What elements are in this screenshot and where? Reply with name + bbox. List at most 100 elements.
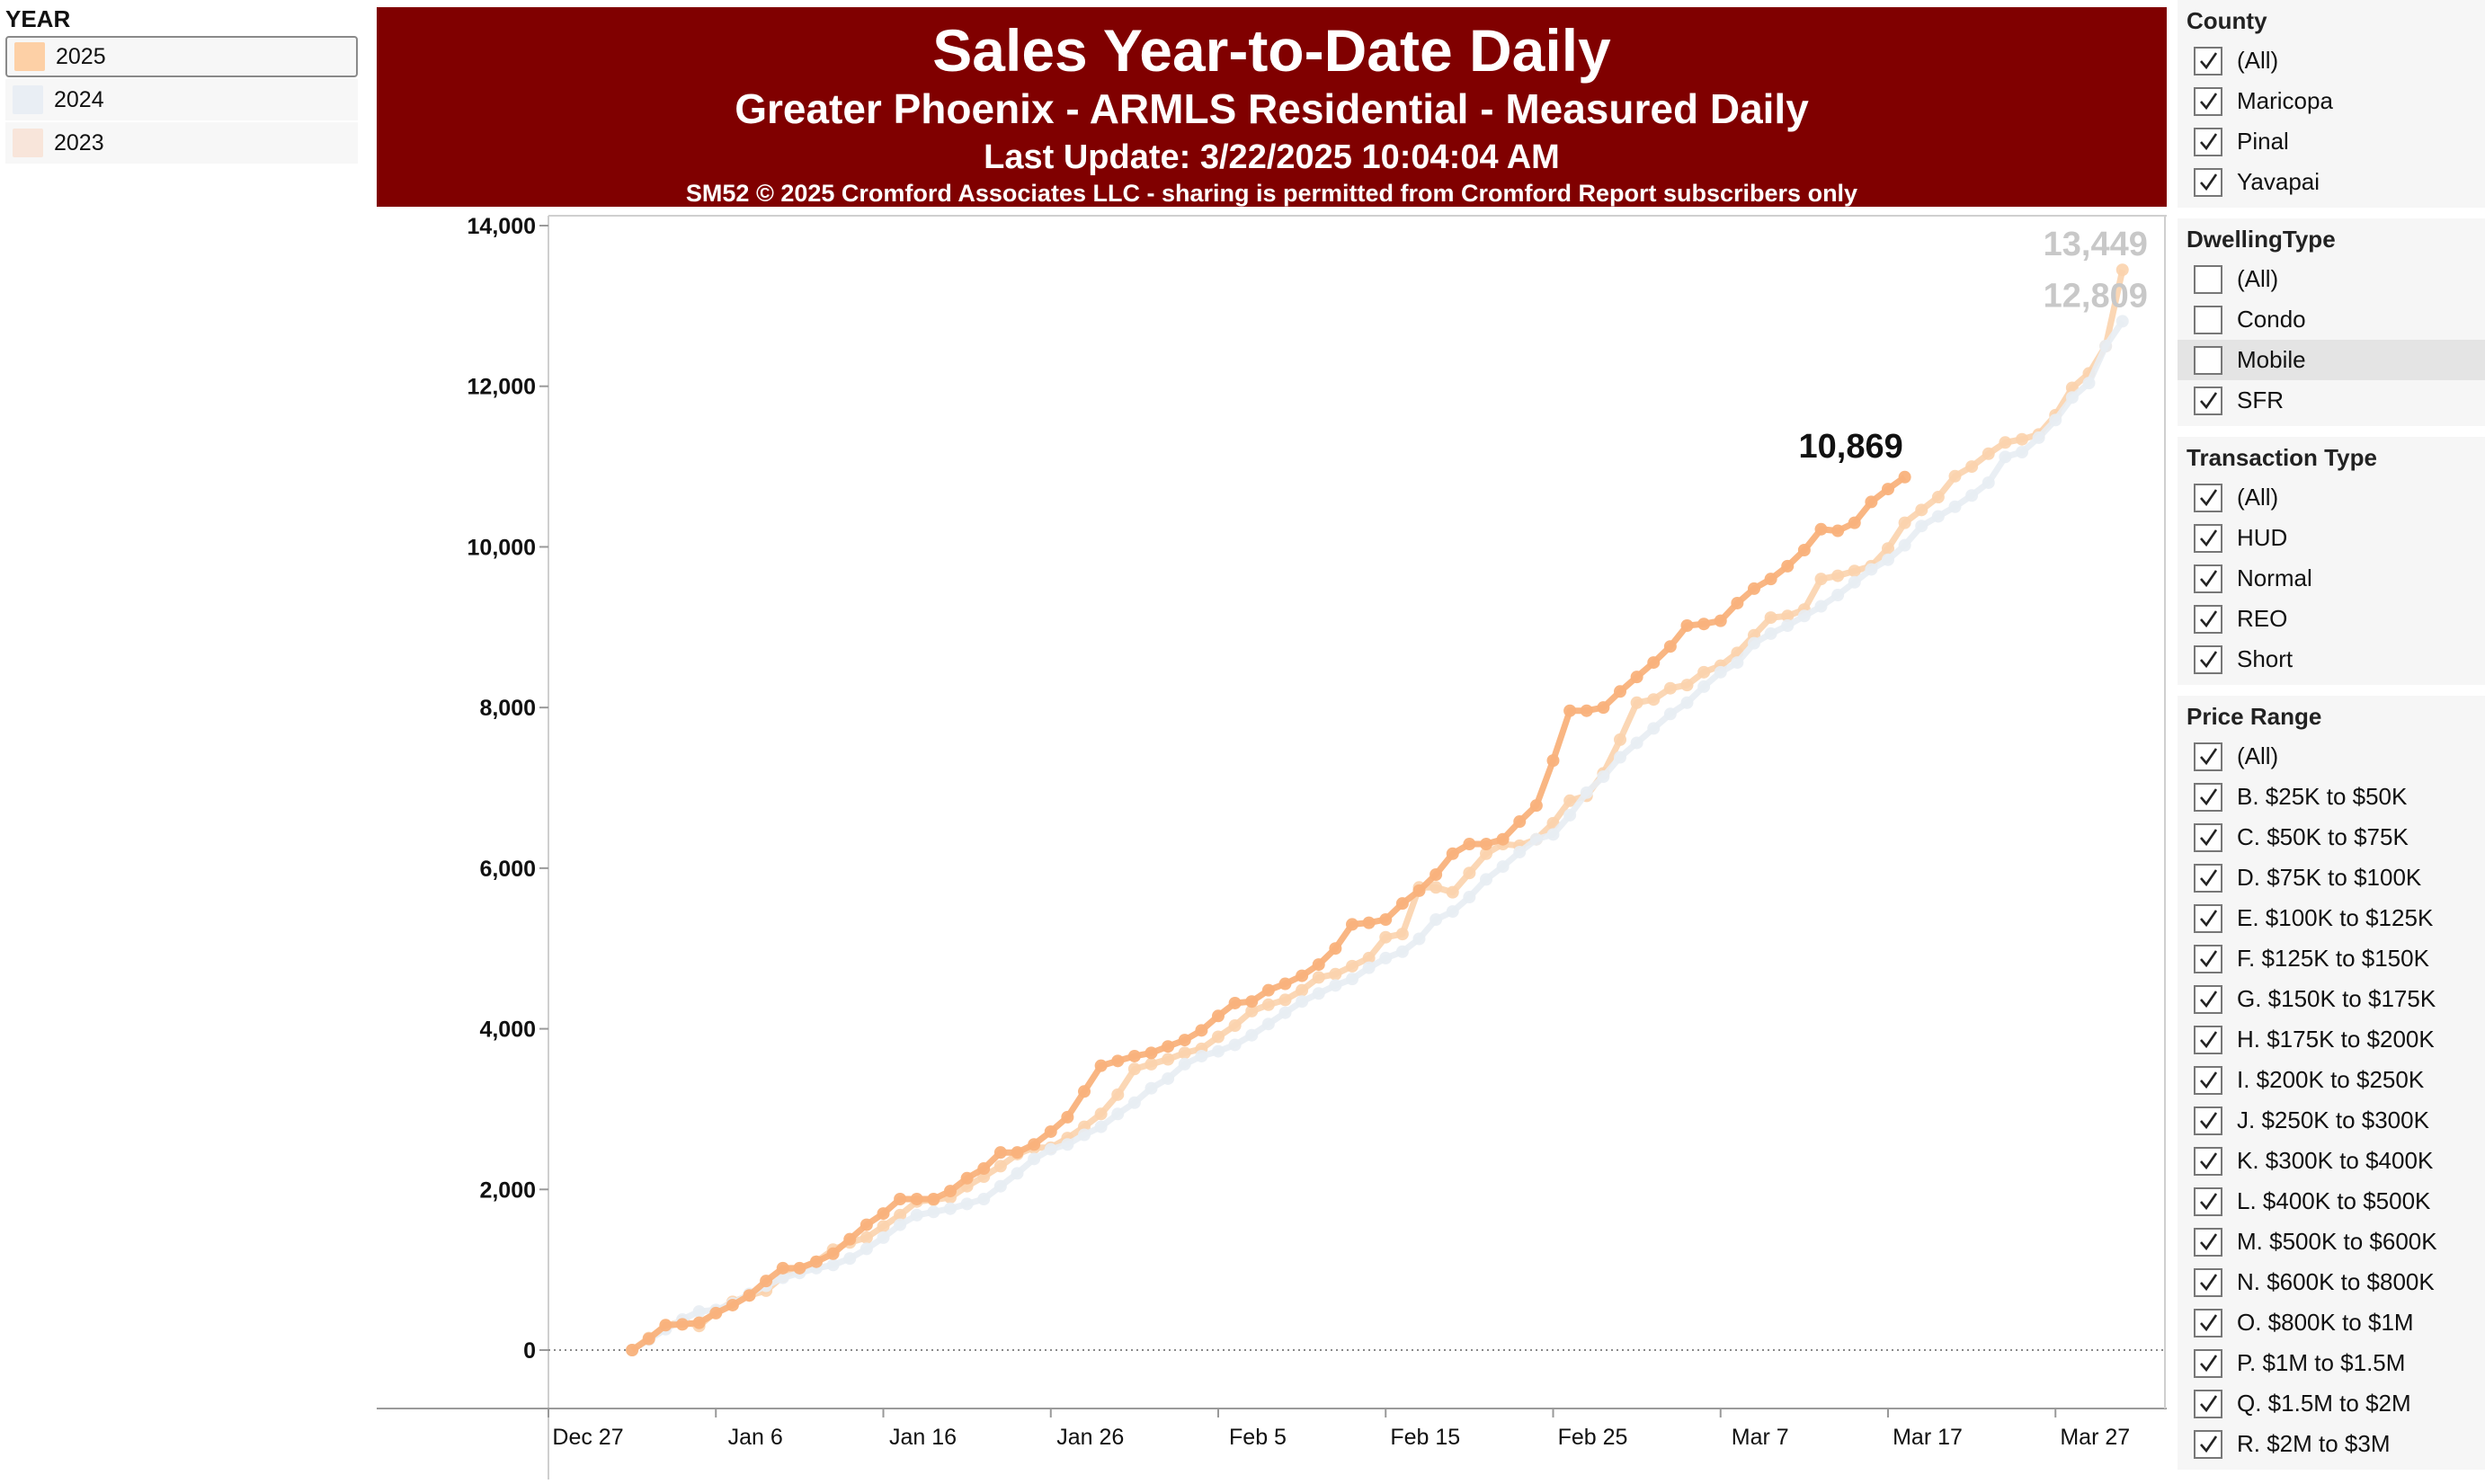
filter-option[interactable]: I. $200K to $250K: [2178, 1060, 2485, 1100]
filter-option[interactable]: F. $125K to $150K: [2178, 938, 2485, 979]
filter-option[interactable]: G. $150K to $175K: [2178, 979, 2485, 1019]
filter-option[interactable]: HUD: [2178, 518, 2485, 558]
year-legend-item-2023[interactable]: 2023: [5, 122, 358, 164]
checkbox-checked-icon[interactable]: [2194, 1065, 2222, 1095]
data-point-2024: [894, 1208, 907, 1222]
filter-option[interactable]: (All): [2178, 40, 2485, 81]
checkbox-checked-icon[interactable]: [2194, 903, 2222, 933]
checkbox-checked-icon[interactable]: [2194, 822, 2222, 852]
filter-option[interactable]: Maricopa: [2178, 81, 2485, 121]
filter-option[interactable]: R. $2M to $3M: [2178, 1424, 2485, 1464]
checkbox-checked-icon[interactable]: [2194, 86, 2222, 116]
checkbox-checked-icon[interactable]: [2194, 1389, 2222, 1418]
checkbox-checked-icon[interactable]: [2194, 944, 2222, 973]
filter-option[interactable]: H. $175K to $200K: [2178, 1019, 2485, 1060]
filter-option[interactable]: REO: [2178, 599, 2485, 639]
filter-price-range: Price Range (All) B. $25K to $50K C. $50K t…: [2178, 696, 2485, 1470]
data-point-2024: [1379, 930, 1393, 944]
data-point-2023: [1831, 589, 1845, 602]
checkbox-checked-icon[interactable]: [2194, 1146, 2222, 1176]
filter-option-label: Maricopa: [2237, 87, 2333, 114]
checkbox-checked-icon[interactable]: [2194, 386, 2222, 415]
data-point-2025: [1145, 1046, 1158, 1060]
checkbox-checked-icon[interactable]: [2194, 1025, 2222, 1054]
filter-option[interactable]: O. $800K to $1M: [2178, 1302, 2485, 1343]
filter-option[interactable]: Q. $1.5M to $2M: [2178, 1383, 2485, 1424]
checkbox-checked-icon[interactable]: [2194, 1348, 2222, 1378]
checkbox-unchecked-icon[interactable]: [2194, 264, 2222, 294]
data-point-2023: [993, 1179, 1007, 1193]
annotation-label-2024: 13,449: [2044, 226, 2148, 263]
checkbox-unchecked-icon[interactable]: [2194, 305, 2222, 334]
checkbox-checked-icon[interactable]: [2194, 863, 2222, 893]
filter-option[interactable]: B. $25K to $50K: [2178, 777, 2485, 817]
filter-option[interactable]: L. $400K to $500K: [2178, 1181, 2485, 1222]
checkbox-unchecked-icon[interactable]: [2194, 345, 2222, 375]
filter-option[interactable]: Normal: [2178, 558, 2485, 599]
filter-option[interactable]: M. $500K to $600K: [2178, 1222, 2485, 1262]
checkbox-checked-icon[interactable]: [2194, 127, 2222, 156]
data-point-2023: [1278, 1006, 1292, 1019]
data-point-2025: [977, 1162, 991, 1176]
data-point-2023: [1379, 951, 1393, 964]
year-legend-item-2025[interactable]: 2025: [5, 36, 358, 77]
filter-option-label: E. $100K to $125K: [2237, 904, 2434, 931]
data-point-2024: [1848, 564, 1861, 578]
data-point-2023: [1395, 945, 1409, 958]
filter-option[interactable]: J. $250K to $300K: [2178, 1100, 2485, 1141]
data-point-2024: [1931, 491, 1945, 504]
filter-option[interactable]: Mobile: [2178, 340, 2485, 380]
filter-option[interactable]: Pinal: [2178, 121, 2485, 162]
filter-county: County (All) Maricopa Pinal Yavapai: [2178, 0, 2485, 208]
data-point-2025: [1078, 1085, 1091, 1098]
checkbox-checked-icon[interactable]: [2194, 1106, 2222, 1135]
checkbox-checked-icon[interactable]: [2194, 984, 2222, 1014]
checkbox-checked-icon[interactable]: [2194, 1267, 2222, 1297]
legend-label: 2025: [56, 43, 106, 69]
checkbox-checked-icon[interactable]: [2194, 167, 2222, 197]
data-point-2025: [1412, 884, 1426, 897]
checkbox-checked-icon[interactable]: [2194, 523, 2222, 553]
filter-option[interactable]: Yavapai: [2178, 162, 2485, 202]
checkbox-checked-icon[interactable]: [2194, 604, 2222, 634]
annotation-label-2025: 10,869: [1799, 428, 1903, 466]
checkbox-checked-icon[interactable]: [2194, 1429, 2222, 1459]
data-point-2023: [1463, 891, 1476, 904]
filter-option-label: (All): [2237, 742, 2279, 769]
filter-option[interactable]: N. $600K to $800K: [2178, 1262, 2485, 1302]
x-tick-label: Jan 16: [889, 1425, 957, 1450]
data-point-2024: [1781, 609, 1795, 623]
checkbox-checked-icon[interactable]: [2194, 742, 2222, 771]
filter-option[interactable]: K. $300K to $400K: [2178, 1141, 2485, 1181]
filter-option[interactable]: SFR: [2178, 380, 2485, 421]
data-point-2023: [2065, 391, 2079, 404]
checkbox-checked-icon[interactable]: [2194, 46, 2222, 76]
data-point-2025: [659, 1319, 672, 1332]
data-point-2023: [1412, 932, 1426, 946]
checkbox-checked-icon[interactable]: [2194, 1227, 2222, 1257]
data-point-2023: [1195, 1049, 1208, 1062]
filter-option-label: Mobile: [2237, 346, 2306, 373]
checkbox-checked-icon[interactable]: [2194, 564, 2222, 593]
checkbox-checked-icon[interactable]: [2194, 782, 2222, 812]
filter-option[interactable]: Condo: [2178, 299, 2485, 340]
data-point-2023: [1781, 618, 1795, 632]
year-legend-item-2024[interactable]: 2024: [5, 79, 358, 120]
data-point-2025: [1563, 704, 1577, 717]
checkbox-checked-icon[interactable]: [2194, 483, 2222, 512]
checkbox-checked-icon[interactable]: [2194, 1186, 2222, 1216]
legend-swatch: [13, 129, 43, 157]
filter-option[interactable]: (All): [2178, 259, 2485, 299]
filter-option[interactable]: (All): [2178, 736, 2485, 777]
filter-option[interactable]: P. $1M to $1.5M: [2178, 1343, 2485, 1383]
checkbox-checked-icon[interactable]: [2194, 1308, 2222, 1337]
checkbox-checked-icon[interactable]: [2194, 644, 2222, 674]
filter-option[interactable]: E. $100K to $125K: [2178, 898, 2485, 938]
data-point-2023: [1212, 1044, 1225, 1058]
data-point-2023: [910, 1208, 923, 1222]
filter-option[interactable]: D. $75K to $100K: [2178, 858, 2485, 898]
filter-option[interactable]: Short: [2178, 639, 2485, 680]
filter-option-label: SFR: [2237, 387, 2284, 413]
filter-option[interactable]: (All): [2178, 477, 2485, 518]
filter-option[interactable]: C. $50K to $75K: [2178, 817, 2485, 858]
